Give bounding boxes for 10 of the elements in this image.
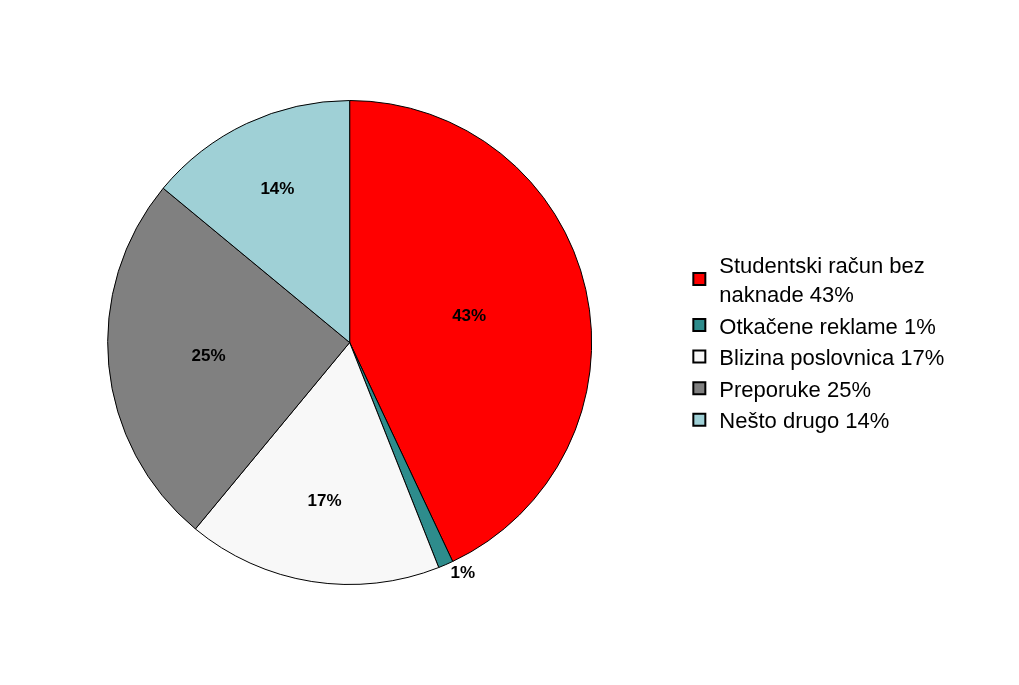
data-label: 1% [450, 563, 476, 583]
data-label: 14% [260, 179, 295, 199]
legend-label: Nešto drugo 14% [719, 408, 890, 434]
legend-label: Blizina poslovnica 17% [719, 345, 945, 371]
legend-label: Otkačene reklame 1% [719, 313, 936, 339]
legend-label: Studentski račun bez naknade 43% [719, 253, 925, 307]
data-label: 25% [191, 346, 226, 366]
legend-label: Preporuke 25% [719, 376, 871, 402]
data-label: 43% [452, 306, 487, 326]
data-label: 17% [307, 491, 342, 511]
